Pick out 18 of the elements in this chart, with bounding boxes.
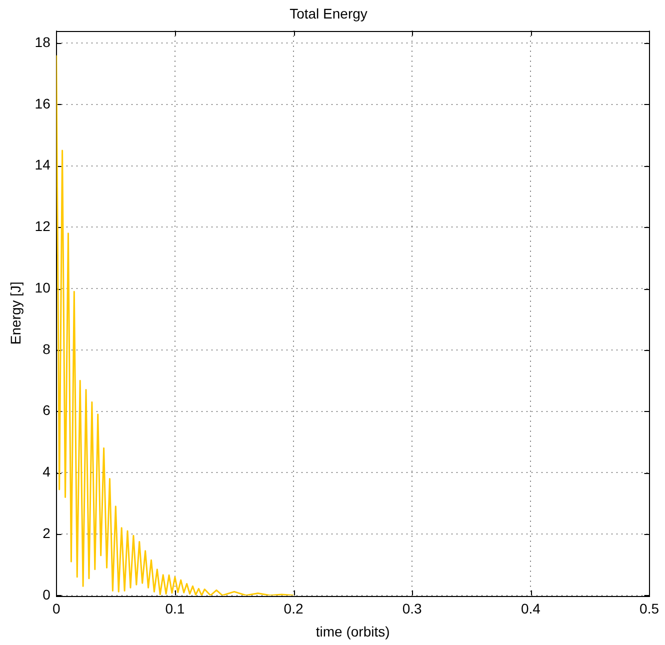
x-tick-label: 0.1 xyxy=(165,600,185,617)
y-tick-label: 4 xyxy=(42,464,51,480)
y-tick-label: 10 xyxy=(34,279,51,296)
x-tick-label: 0.5 xyxy=(640,600,660,617)
y-tick-label: 8 xyxy=(42,340,51,357)
y-tick-label: 12 xyxy=(34,218,51,234)
x-tick-label: 0.2 xyxy=(284,600,304,617)
y-tick-label: 6 xyxy=(42,402,51,418)
y-tick-label: 2 xyxy=(42,524,51,541)
y-tick-label: 14 xyxy=(34,156,51,173)
x-tick-label: 0.3 xyxy=(402,600,422,617)
chart-title: Total Energy xyxy=(290,5,368,22)
x-axis-title: time (orbits) xyxy=(316,623,390,640)
x-tick-label: 0.4 xyxy=(520,600,541,617)
y-tick-label: 18 xyxy=(34,34,51,50)
y-tick-label: 0 xyxy=(42,586,51,602)
y-axis-title: Energy [J] xyxy=(7,282,24,345)
y-tick-label: 16 xyxy=(34,95,51,112)
